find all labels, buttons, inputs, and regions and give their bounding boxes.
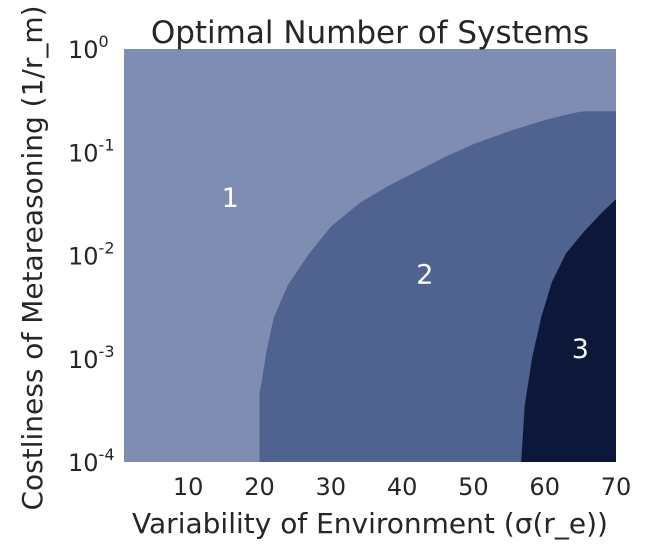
y-tick-label: 10-3: [68, 342, 115, 374]
x-axis-ticks: 10 20 30 40 50 60 70: [173, 473, 631, 501]
y-axis-label: Costliness of Metareasoning (1/r_m): [16, 5, 49, 510]
x-tick-label: 70: [601, 473, 632, 501]
chart-title: Optimal Number of Systems: [151, 15, 589, 51]
region-label-1: 1: [222, 183, 239, 214]
x-tick-label: 10: [173, 473, 204, 501]
region-3-area: [521, 199, 616, 463]
region-2-area: [259, 111, 616, 462]
x-tick-label: 40: [387, 473, 418, 501]
plot-area: [124, 49, 616, 463]
y-tick-label: 10-1: [68, 135, 115, 167]
x-axis-label: Variability of Environment (σ(r_e)): [132, 507, 608, 540]
y-tick-label: 10-4: [68, 445, 115, 477]
region-label-2: 2: [416, 260, 433, 291]
region-label-3: 3: [572, 334, 589, 365]
x-tick-label: 50: [458, 473, 489, 501]
y-axis-ticks: 100 10-1 10-2 10-3 10-4: [68, 32, 115, 477]
y-tick-label: 10-2: [68, 239, 115, 271]
region-labels: 1 2 3: [222, 183, 589, 365]
x-tick-label: 60: [529, 473, 560, 501]
y-tick-label: 100: [68, 32, 109, 64]
x-tick-label: 30: [316, 473, 347, 501]
x-tick-label: 20: [244, 473, 275, 501]
